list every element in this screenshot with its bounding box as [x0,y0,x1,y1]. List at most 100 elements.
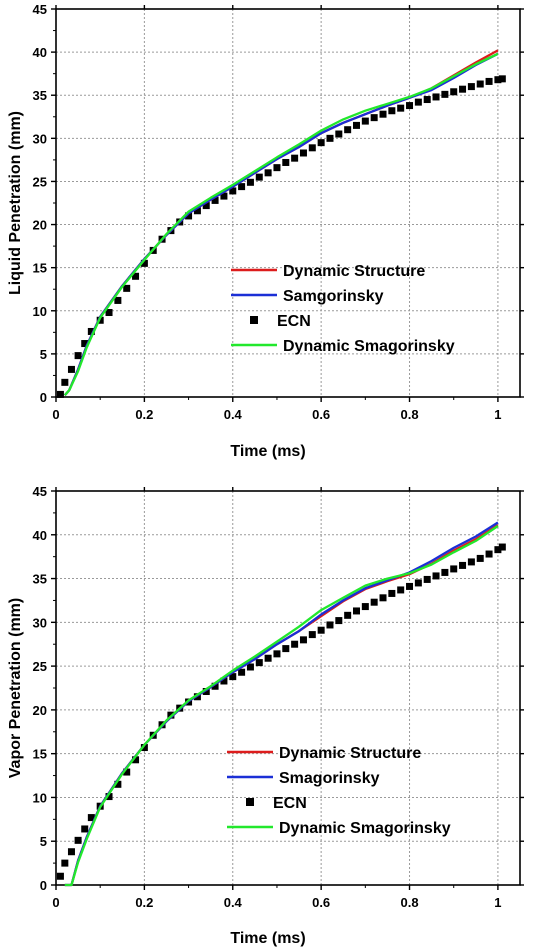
legend-label: ECN [273,795,307,812]
ecn-marker [202,202,210,210]
ecn-marker [498,543,506,551]
y-tick-label: 0 [40,878,47,893]
ecn-marker [441,568,449,576]
ecn-marker [361,603,369,611]
y-tick-label: 35 [33,572,47,587]
y-axis-title: Vapor Penetration (mm) [7,598,24,778]
legend-label: Dynamic Structure [279,745,421,762]
ecn-marker [238,668,246,676]
ecn-marker [397,586,405,594]
y-tick-label: 25 [33,174,47,189]
y-tick-label: 40 [33,528,47,543]
ecn-marker [388,589,396,597]
x-tick-label: 1 [494,407,501,422]
y-tick-label: 5 [40,347,47,362]
ecn-marker [123,284,131,292]
y-tick-label: 15 [33,261,47,276]
ecn-marker [485,550,493,558]
ecn-marker [61,859,69,867]
legend-marker [250,316,258,324]
y-tick-label: 35 [33,88,47,103]
ecn-marker [344,126,352,134]
x-tick-label: 0 [52,407,59,422]
ecn-marker [255,173,263,181]
ecn-marker [326,621,334,629]
ecn-marker [441,90,449,98]
ecn-marker [317,626,325,634]
ecn-marker [467,83,475,91]
ecn-marker [81,825,89,833]
ecn-marker [450,88,458,96]
x-tick-label: 1 [494,895,501,910]
ecn-marker [423,575,431,583]
ecn-marker [414,98,422,106]
ecn-marker [81,340,89,348]
x-tick-label: 0.4 [224,895,243,910]
y-tick-label: 45 [33,2,47,17]
legend-label: Dynamic Smagorinsky [283,338,455,355]
ecn-marker [246,663,254,671]
x-axis-title: Time (ms) [230,443,305,460]
ecn-marker [326,134,334,142]
ecn-marker [476,80,484,88]
ecn-marker [132,272,140,280]
ecn-marker [202,688,210,696]
ecn-marker [132,756,140,764]
ecn-marker [397,104,405,112]
x-axis-title: Time (ms) [230,930,305,947]
legend: Dynamic Structure Samgorinsky ECN Dynamic S… [231,263,455,355]
ecn-marker [264,654,272,662]
ecn-marker [498,75,506,83]
ecn-marker [273,164,281,172]
y-tick-label: 15 [33,747,47,762]
ecn-marker [255,659,263,667]
ecn-marker [140,744,148,752]
ecn-marker [246,178,254,186]
ecn-marker [352,607,360,615]
y-tick-label: 30 [33,131,47,146]
ecn-marker [123,768,131,776]
ecn-marker [56,872,64,880]
ecn-marker [74,352,82,360]
ecn-marker [423,96,431,104]
legend-marker [246,798,254,806]
ecn-marker [220,677,228,685]
ecn-marker [87,327,95,335]
legend-label: Smagorinsky [279,770,380,787]
ecn-marker [406,102,414,110]
ecn-marker [140,259,148,267]
x-tick-label: 0.2 [135,895,153,910]
x-tick-label: 0.6 [312,895,330,910]
ecn-marker [308,631,316,639]
ecn-marker [467,558,475,566]
ecn-marker [370,114,378,122]
ecn-marker [335,130,343,138]
ecn-marker [114,780,122,788]
y-tick-label: 20 [33,703,47,718]
ecn-marker [299,636,307,644]
x-tick-label: 0.6 [312,407,330,422]
ecn-marker [432,572,440,580]
ecn-marker [282,645,290,653]
ecn-marker [211,196,219,204]
legend-label: ECN [277,313,311,330]
x-tick-label: 0 [52,895,59,910]
ecn-marker [291,154,299,162]
x-tick-label: 0.8 [400,895,418,910]
ecn-marker [361,117,369,125]
y-tick-label: 45 [33,484,47,499]
ecn-marker [67,848,75,856]
ecn-marker [211,682,219,690]
ecn-marker [87,814,95,822]
legend-label: Samgorinsky [283,288,384,305]
ecn-marker [220,192,228,200]
ecn-marker [185,212,193,220]
y-tick-label: 10 [33,304,47,319]
y-tick-label: 10 [33,790,47,805]
ecn-marker [56,390,64,398]
ecn-marker [459,85,467,93]
ecn-marker [406,582,414,590]
